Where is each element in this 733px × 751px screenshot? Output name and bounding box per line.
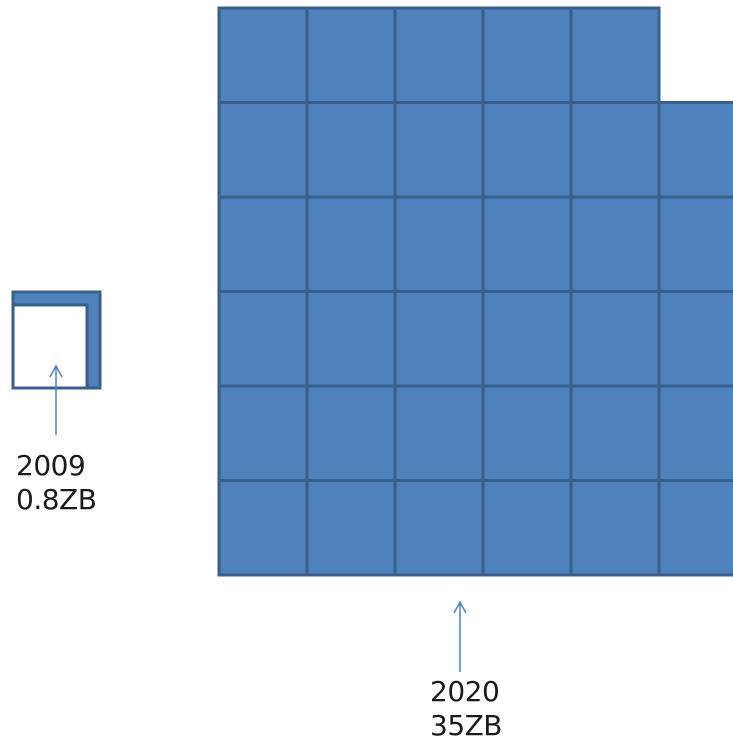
large-block-grid-2020 bbox=[217, 6, 733, 577]
grid-cell bbox=[569, 195, 661, 293]
grid-cell bbox=[305, 384, 397, 482]
grid-cell bbox=[569, 6, 661, 104]
label-2020-size: 35ZB bbox=[430, 709, 503, 742]
grid-cell bbox=[657, 479, 733, 577]
grid-cell bbox=[481, 101, 573, 199]
label-2020-year: 2020 bbox=[430, 675, 500, 708]
grid-cell bbox=[393, 195, 485, 293]
grid-cell bbox=[217, 290, 309, 388]
grid-cell bbox=[657, 384, 733, 482]
grid-cell bbox=[569, 384, 661, 482]
grid-cell bbox=[657, 101, 733, 199]
grid-cell bbox=[393, 290, 485, 388]
small-block-inner bbox=[11, 303, 89, 390]
grid-cell bbox=[393, 384, 485, 482]
grid-cell bbox=[481, 6, 573, 104]
grid-cell bbox=[569, 290, 661, 388]
grid-cell bbox=[657, 290, 733, 388]
grid-cell bbox=[217, 195, 309, 293]
arrow-2009-head bbox=[49, 364, 63, 378]
label-2009-year: 2009 bbox=[16, 449, 86, 482]
grid-cell bbox=[569, 101, 661, 199]
grid-cell bbox=[217, 479, 309, 577]
grid-cell bbox=[305, 479, 397, 577]
grid-cell bbox=[481, 479, 573, 577]
grid-cell bbox=[217, 6, 309, 104]
label-2009-size: 0.8ZB bbox=[16, 483, 97, 516]
grid-cell bbox=[481, 384, 573, 482]
grid-cell bbox=[305, 6, 397, 104]
arrow-2020-head bbox=[453, 600, 467, 614]
grid-cell bbox=[393, 479, 485, 577]
grid-cell bbox=[217, 384, 309, 482]
grid-cell bbox=[305, 195, 397, 293]
label-2009: 2009 0.8ZB bbox=[16, 449, 97, 517]
grid-cell bbox=[393, 101, 485, 199]
grid-cell bbox=[393, 6, 485, 104]
grid-cell bbox=[305, 290, 397, 388]
grid-cell bbox=[657, 195, 733, 293]
grid-cell bbox=[217, 101, 309, 199]
grid-cell bbox=[481, 195, 573, 293]
grid-cell bbox=[569, 479, 661, 577]
grid-cell bbox=[481, 290, 573, 388]
small-block-2009 bbox=[11, 290, 102, 390]
label-2020: 2020 35ZB bbox=[430, 675, 503, 743]
grid-cell bbox=[305, 101, 397, 199]
